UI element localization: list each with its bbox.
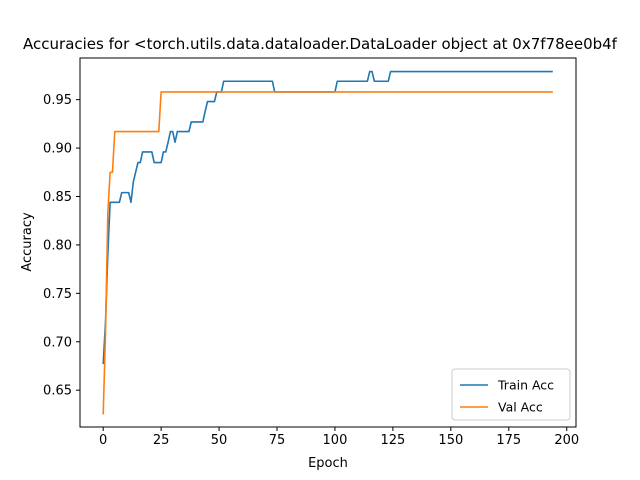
y-axis-ticks: 0.65 0.70 0.75 0.80 0.85 0.90 0.95 <box>43 93 80 399</box>
x-tick-label: 100 <box>323 433 348 448</box>
legend-label-train: Train Acc <box>497 378 554 393</box>
x-tick-label: 175 <box>496 433 521 448</box>
x-tick-label: 0 <box>99 433 107 448</box>
plot-lines <box>102 70 553 415</box>
plot-frame <box>79 57 577 428</box>
series-line-val-acc <box>102 91 553 415</box>
x-tick-label: 75 <box>269 433 286 448</box>
y-tick-label: 0.90 <box>43 142 72 157</box>
x-tick-label: 50 <box>211 433 228 448</box>
series-line-train-acc <box>102 70 553 365</box>
x-tick-label: 125 <box>380 433 405 448</box>
x-tick-label: 150 <box>438 433 463 448</box>
chart-title: Accuracies for <torch.utils.data.dataloa… <box>23 35 618 53</box>
x-axis-ticks: 0 25 50 75 100 125 150 175 200 <box>99 427 579 448</box>
x-tick-label: 200 <box>554 433 579 448</box>
y-tick-label: 0.95 <box>43 93 72 108</box>
y-tick-label: 0.80 <box>43 238 72 253</box>
x-axis-label: Epoch <box>308 456 348 471</box>
legend: Train Acc Val Acc <box>451 368 571 421</box>
y-tick-label: 0.70 <box>43 335 72 350</box>
y-tick-label: 0.85 <box>43 190 72 205</box>
legend-label-val: Val Acc <box>498 400 543 415</box>
x-tick-label: 25 <box>153 433 170 448</box>
y-tick-label: 0.65 <box>43 384 72 399</box>
y-tick-label: 0.75 <box>43 287 72 302</box>
y-axis-label: Accuracy <box>20 212 35 272</box>
